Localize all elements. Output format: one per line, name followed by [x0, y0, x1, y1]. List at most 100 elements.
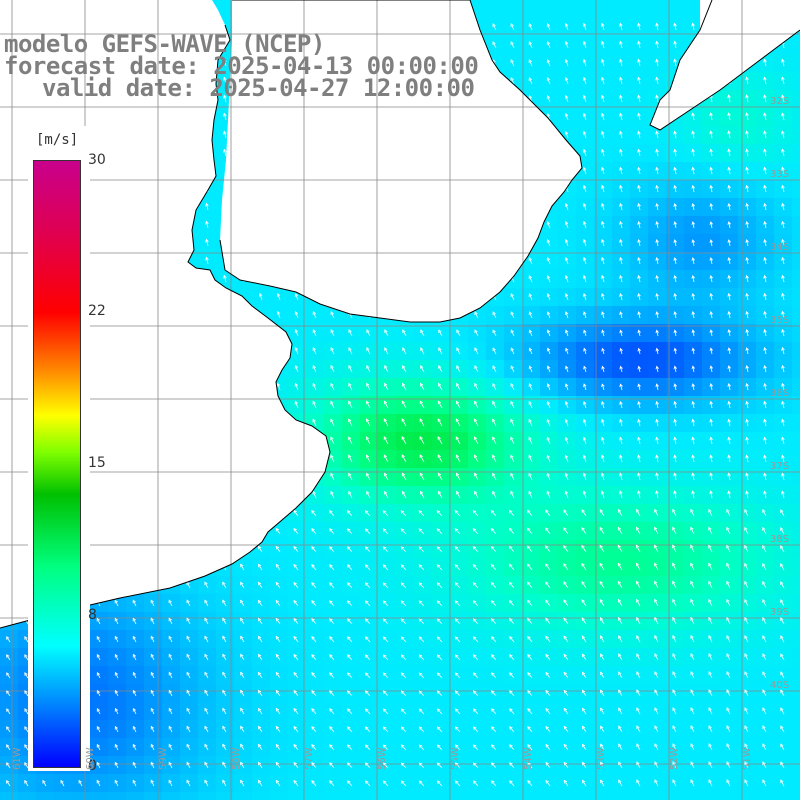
wind-cell: [360, 774, 379, 793]
wind-cell: [612, 684, 631, 703]
wind-arrow: [366, 400, 371, 409]
wind-arrow: [780, 563, 785, 571]
wind-cell: [378, 522, 397, 541]
wind-arrow: [583, 329, 587, 337]
wind-arrow: [455, 454, 461, 463]
wind-arrow: [655, 148, 659, 157]
wind-arrow: [655, 221, 659, 229]
wind-cell: [342, 378, 361, 397]
wind-cell: [360, 576, 379, 595]
wind-arrow: [582, 148, 587, 157]
wind-cell: [504, 684, 523, 703]
wind-cell: [342, 360, 361, 379]
wind-cell: [342, 738, 361, 757]
wind-arrow: [528, 418, 533, 427]
wind-arrow: [492, 382, 497, 391]
wind-cell: [666, 774, 685, 793]
wind-arrow: [546, 58, 551, 67]
wind-arrow: [168, 599, 173, 607]
wind-cell: [378, 414, 397, 433]
wind-arrow: [763, 364, 767, 373]
wind-cell: [486, 396, 505, 415]
wind-arrow: [672, 544, 677, 553]
wind-arrow: [546, 112, 551, 121]
wind-arrow: [691, 490, 695, 499]
wind-arrow: [546, 256, 551, 265]
wind-cell: [396, 702, 415, 721]
wind-cell: [306, 648, 325, 667]
wind-arrow: [436, 564, 443, 571]
wind-cell: [738, 540, 757, 559]
wind-cell: [234, 792, 253, 800]
wind-arrow: [418, 564, 425, 571]
wind-arrow: [275, 545, 281, 553]
wind-arrow: [763, 220, 767, 229]
wind-arrow: [275, 563, 281, 571]
wind-cell: [684, 666, 703, 685]
wind-arrow: [528, 59, 533, 67]
wind-cell: [756, 594, 775, 613]
wind-cell: [378, 612, 397, 631]
wind-cell: [450, 378, 469, 397]
wind-cell: [504, 486, 523, 505]
wind-cell: [612, 594, 631, 613]
wind-arrow: [691, 148, 695, 157]
wind-cell: [252, 774, 271, 793]
wind-cell: [702, 702, 721, 721]
wind-arrow: [763, 436, 767, 445]
wind-arrow: [744, 598, 749, 607]
wind-arrow: [240, 581, 245, 589]
wind-cell: [252, 558, 271, 577]
wind-cell: [342, 396, 361, 415]
wind-cell: [468, 468, 487, 487]
wind-arrow: [222, 599, 227, 607]
wind-cell: [522, 738, 541, 757]
wind-cell: [738, 558, 757, 577]
wind-cell: [450, 756, 469, 775]
wind-arrow: [600, 472, 605, 481]
wind-cell: [216, 594, 235, 613]
wind-cell: [486, 756, 505, 775]
wind-cell: [180, 612, 199, 631]
wind-cell: [378, 576, 397, 595]
wind-arrow: [637, 202, 641, 211]
wind-cell: [162, 792, 181, 800]
wind-arrow: [601, 383, 605, 391]
wind-arrow: [709, 454, 713, 463]
wind-arrow: [601, 76, 605, 85]
wind-cell: [216, 612, 235, 631]
wind-arrow: [563, 563, 569, 571]
wind-arrow: [223, 148, 227, 157]
wind-arrow: [619, 58, 623, 67]
wind-cell: [342, 666, 361, 685]
wind-arrow: [635, 562, 641, 571]
wind-arrow: [673, 472, 677, 481]
wind-arrow: [780, 599, 785, 607]
wind-cell: [396, 414, 415, 433]
wind-cell: [378, 486, 397, 505]
wind-arrow: [781, 94, 785, 103]
wind-cell: [342, 504, 361, 523]
wind-cell: [378, 756, 397, 775]
wind-cell: [108, 612, 127, 631]
wind-cell: [432, 738, 451, 757]
wind-cell: [90, 792, 109, 800]
wind-arrow: [727, 257, 731, 265]
wind-cell: [396, 738, 415, 757]
wind-arrow: [454, 564, 461, 571]
wind-cell: [432, 396, 451, 415]
wind-cell: [756, 666, 775, 685]
wind-arrow: [581, 580, 587, 589]
wind-cell: [432, 450, 451, 469]
wind-arrow: [709, 221, 714, 229]
wind-cell: [792, 144, 800, 163]
wind-cell: [468, 414, 487, 433]
wind-cell: [432, 342, 451, 361]
wind-cell: [756, 702, 775, 721]
wind-arrow: [455, 418, 461, 427]
wind-arrow: [400, 600, 407, 607]
wind-cell: [396, 756, 415, 775]
wind-cell: [414, 324, 433, 343]
wind-cell: [522, 540, 541, 559]
wind-arrow: [763, 454, 767, 463]
